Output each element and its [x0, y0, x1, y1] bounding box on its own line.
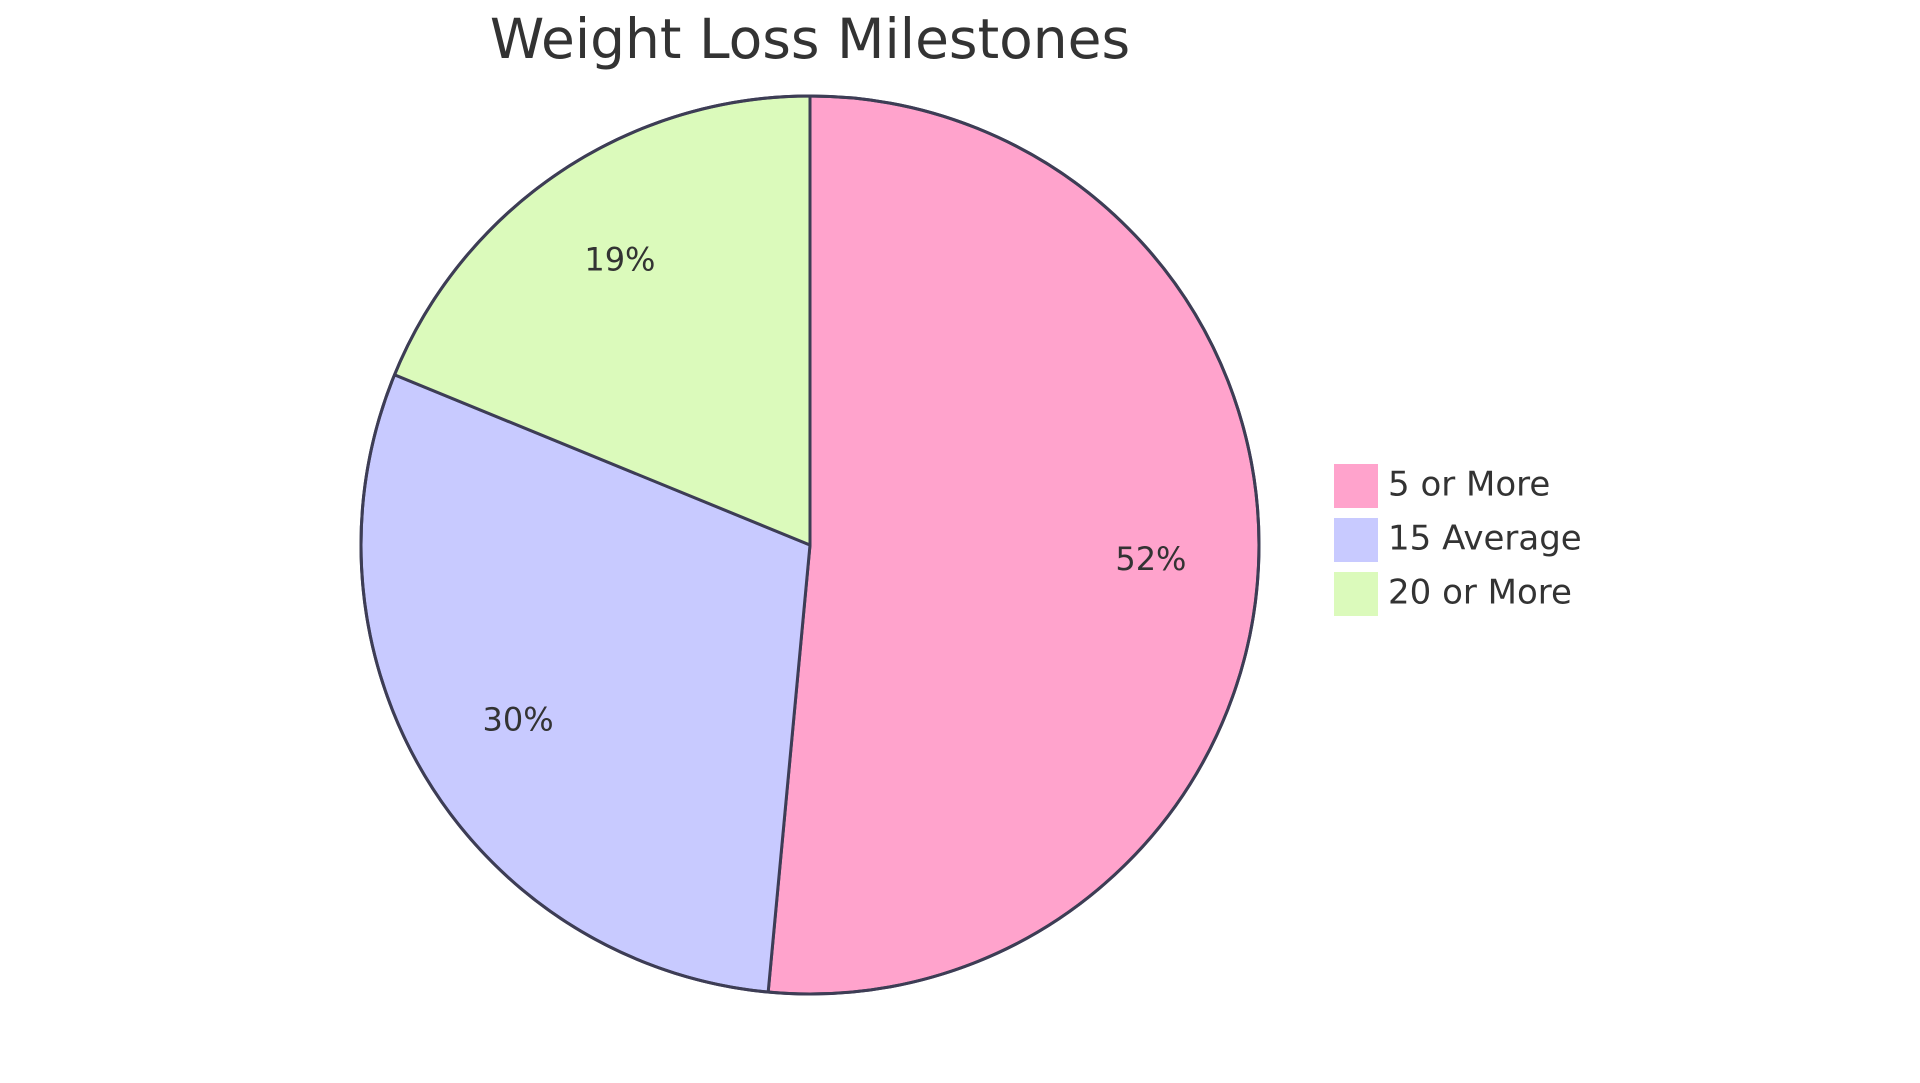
chart-title: Weight Loss Milestones	[490, 7, 1130, 71]
legend: 5 or More 15 Average 20 or More	[1334, 464, 1582, 616]
legend-swatch	[1334, 464, 1378, 508]
legend-swatch	[1334, 518, 1378, 562]
slice-value-label: 19%	[584, 241, 655, 279]
pie-outline	[359, 94, 1261, 996]
legend-label: 5 or More	[1388, 465, 1550, 505]
slice-value-label: 52%	[1115, 540, 1186, 578]
pie-slice-labels: 52% 30% 19%	[483, 241, 1187, 739]
slice-value-label: 30%	[483, 701, 554, 739]
pie-slices	[359, 94, 1261, 996]
legend-label: 15 Average	[1388, 519, 1582, 559]
legend-label: 20 or More	[1388, 573, 1572, 613]
legend-swatch	[1334, 572, 1378, 616]
